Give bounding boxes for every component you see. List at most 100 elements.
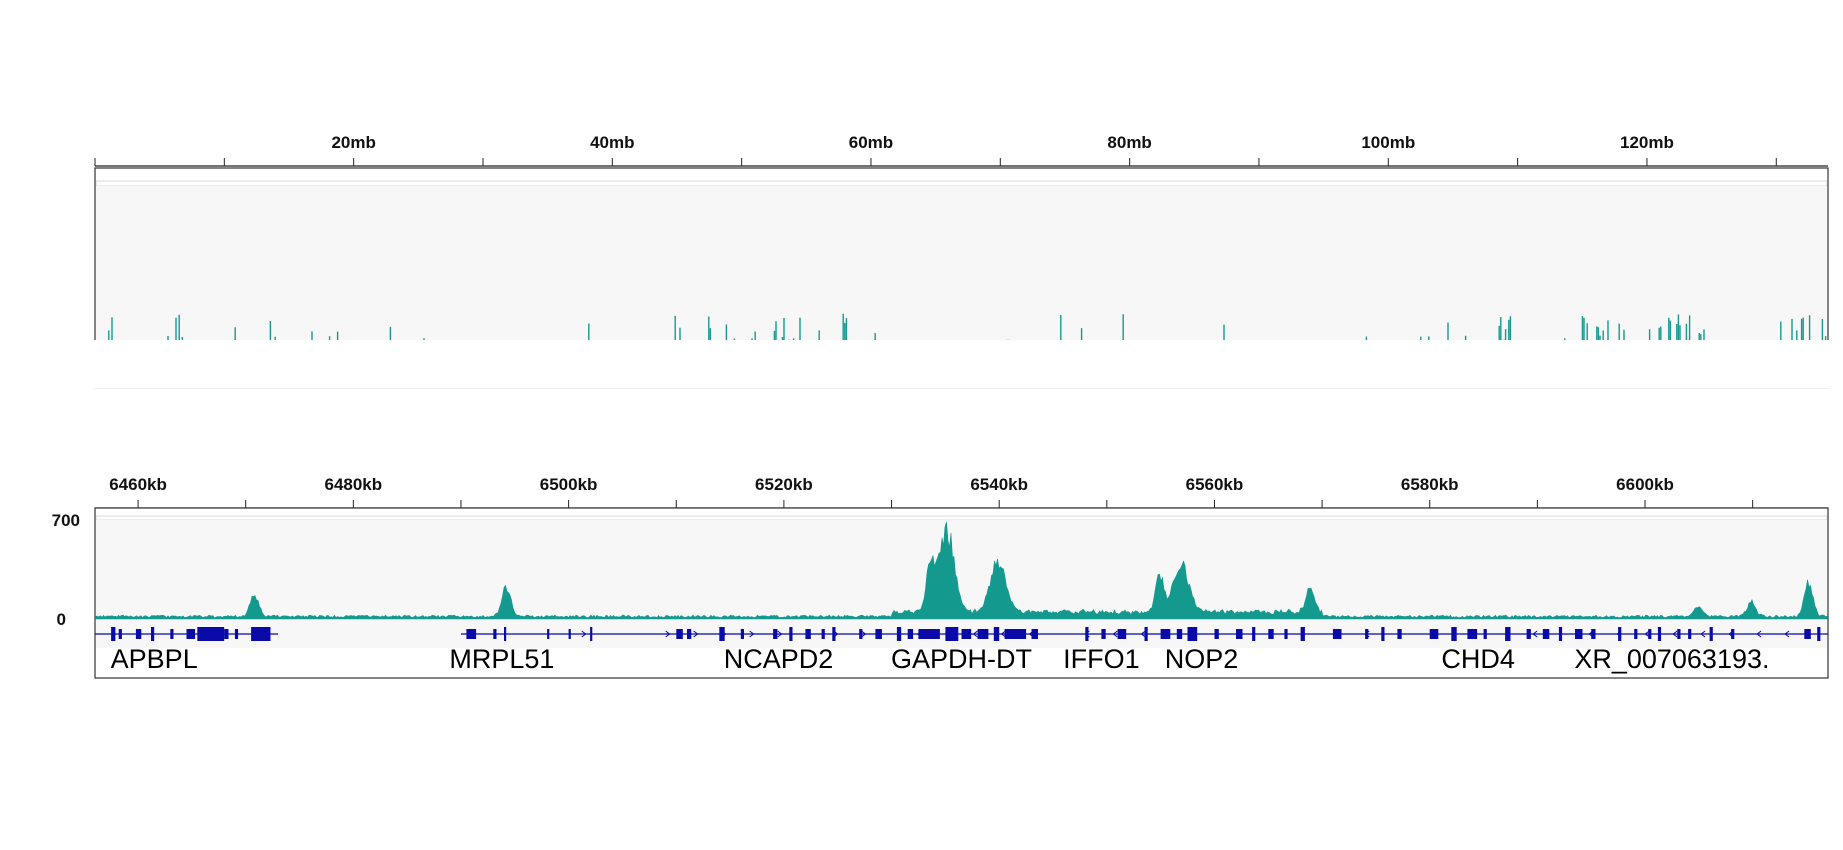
strand-arrow [777, 630, 783, 638]
gene-label: NCAPD2 [724, 644, 834, 674]
strand-arrow [1112, 630, 1118, 638]
gene-exon [832, 627, 836, 641]
overview-tick-label: 20mb [331, 133, 375, 152]
panel-divider [94, 388, 1830, 389]
gene-exon [1176, 629, 1183, 639]
detail-spacer [95, 515, 1828, 521]
strand-arrow [721, 630, 727, 638]
gene-exon [1144, 627, 1148, 641]
strand-arrow [916, 630, 922, 638]
gene-exon [945, 627, 959, 641]
gene-exon [493, 629, 497, 639]
gene-exon [1451, 627, 1457, 641]
gene-exon [1085, 627, 1089, 641]
gene-exon [1648, 629, 1652, 639]
strand-arrow [944, 630, 950, 638]
detail-tick-label: 6460kb [109, 475, 167, 494]
overview-track-bg [96, 186, 1827, 340]
strand-arrow [972, 630, 978, 638]
gene-exon [1634, 629, 1638, 639]
strand-arrow [1588, 630, 1594, 638]
gene-exon [1187, 627, 1198, 641]
detail-view-panel[interactable]: 6460kb 6480kb 6500kb 6520kb 6540kb 6560kb 6580… [0, 462, 1843, 682]
overview-tick-label: 120mb [1620, 133, 1674, 152]
gene-exon [993, 627, 1000, 641]
gene-exon [1709, 627, 1713, 641]
gene-exon [466, 629, 477, 639]
gene-exon [251, 627, 271, 641]
strand-arrow [1084, 630, 1090, 638]
strand-arrow [1728, 630, 1734, 638]
gene-exon [118, 629, 122, 639]
overview-tick-label: 100mb [1361, 133, 1415, 152]
gene-exon [1397, 629, 1402, 639]
gene-exon [1236, 629, 1243, 639]
gene-label: CHD4 [1441, 644, 1515, 674]
detail-tracks[interactable]: 700 0 APBPL MRPL51 NCAPD2 GAPDH-DT IFFO1 NOP2 CH… [0, 462, 1843, 682]
strand-arrow [1616, 630, 1622, 638]
gene-exon [1558, 627, 1563, 641]
overview-tick-label: 80mb [1107, 133, 1151, 152]
strand-arrow [1364, 630, 1370, 638]
chromosome-overview-panel[interactable]: 20mb 40mb 60mb 80mb 100mb 120mb [0, 120, 1843, 340]
gene-exon [590, 627, 593, 641]
gene-exon [1332, 629, 1342, 639]
gene-exon [1591, 629, 1596, 639]
detail-tick-label: 6600kb [1616, 475, 1674, 494]
detail-tick-label: 6520kb [755, 475, 813, 494]
detail-signal-track [95, 522, 1828, 620]
strand-arrow [1000, 630, 1006, 638]
overview-tracks[interactable] [0, 120, 1843, 340]
gene-exon [197, 627, 225, 641]
gene-label: IFFO1 [1063, 644, 1140, 674]
gene-exon [170, 629, 174, 639]
strand-arrow [749, 630, 755, 638]
gene-exon [1731, 629, 1735, 639]
gene-exon [1677, 629, 1681, 639]
gene-exon [918, 629, 940, 639]
overview-tick-label: 60mb [849, 133, 893, 152]
gene-exon [1031, 629, 1038, 639]
gene-exon [719, 627, 725, 641]
gene-label: MRPL51 [449, 644, 554, 674]
gene-exon [821, 629, 825, 639]
gene-exon [1526, 629, 1531, 639]
strand-arrow [1532, 630, 1538, 638]
gene-exon [547, 629, 550, 639]
gene-exon [907, 629, 914, 639]
gene-exon [1004, 629, 1027, 639]
strand-arrow [833, 630, 839, 638]
detail-tick-label: 6480kb [324, 475, 382, 494]
gene-exon [1365, 629, 1369, 639]
overview-tick-label: 40mb [590, 133, 634, 152]
gene-exon [111, 627, 116, 641]
strand-arrow [1756, 630, 1762, 638]
overview-ruler[interactable]: 20mb 40mb 60mb 80mb 100mb 120mb [0, 120, 1843, 168]
detail-tick-label: 6580kb [1401, 475, 1459, 494]
detail-tick-label: 6560kb [1186, 475, 1244, 494]
gene-exon [1483, 629, 1487, 639]
gene-exon [135, 629, 142, 639]
gene-exon [1252, 627, 1256, 641]
gene-exon [504, 627, 507, 641]
gene-exon [234, 629, 239, 639]
gene-label: XR_007063193. [1574, 644, 1769, 674]
gene-exon [1284, 629, 1288, 639]
strand-arrow [581, 630, 587, 638]
strand-arrow [1028, 630, 1034, 638]
gene-exon [896, 627, 902, 641]
strand-arrow [1700, 630, 1706, 638]
strand-arrow [693, 630, 699, 638]
overview-spacer [95, 180, 1828, 187]
gene-exon [1160, 629, 1171, 639]
gene-exon [1300, 627, 1305, 641]
gene-exon [1817, 627, 1821, 641]
gene-exon [224, 629, 229, 639]
gene-exon [1804, 629, 1811, 639]
gene-exon [676, 629, 683, 639]
strand-arrow [1784, 630, 1790, 638]
gene-label: GAPDH-DT [891, 644, 1032, 674]
gene-exon [789, 627, 793, 641]
detail-tick-label: 6540kb [970, 475, 1028, 494]
data-range-min: 0 [57, 610, 66, 629]
